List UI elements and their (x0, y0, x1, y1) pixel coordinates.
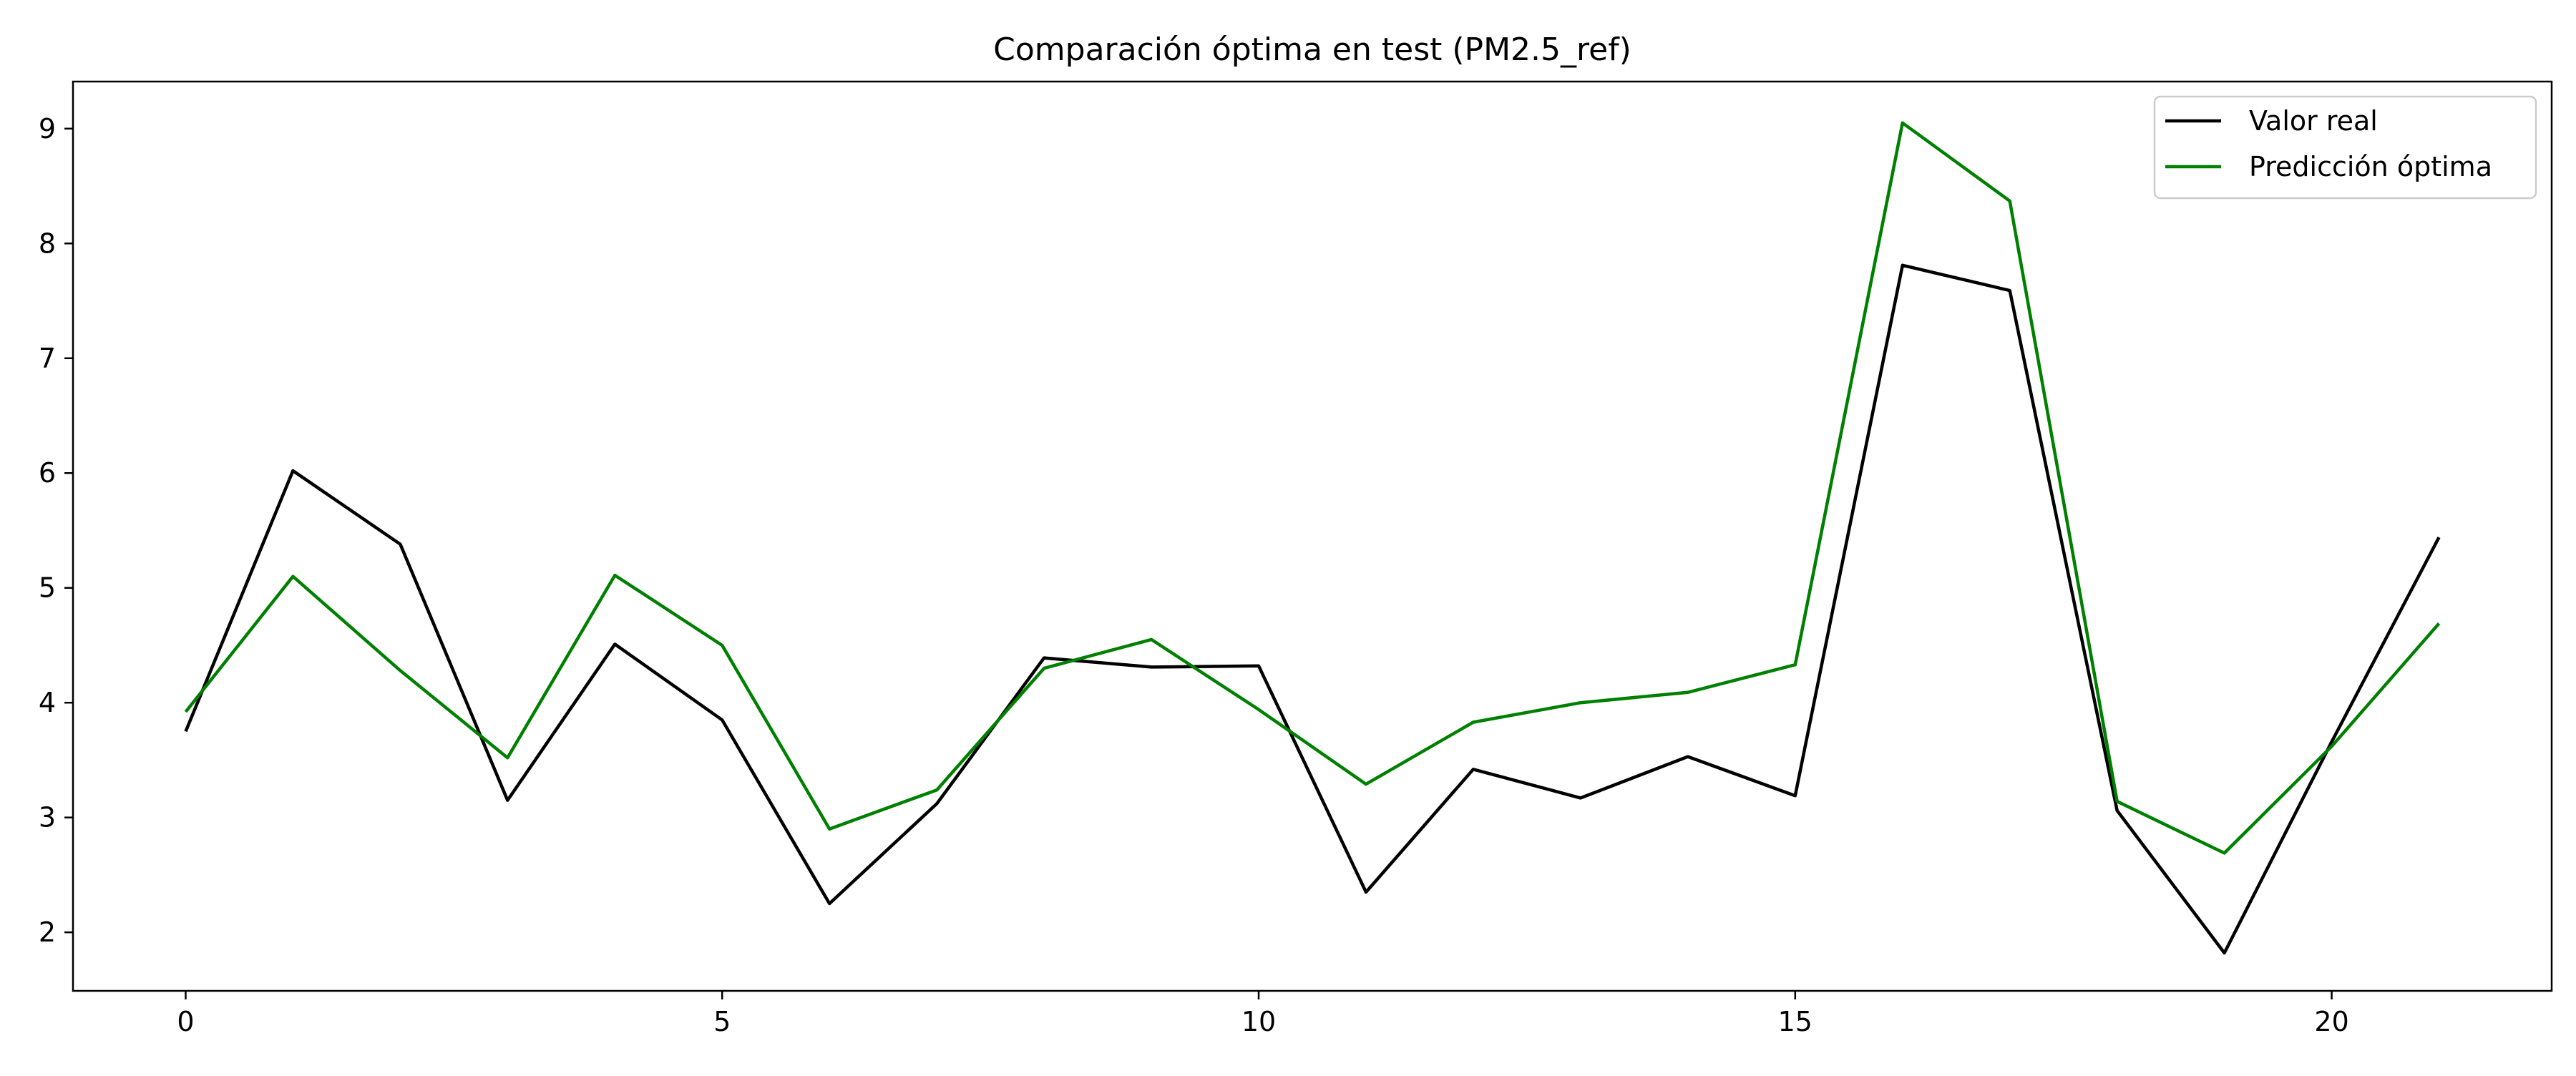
y-tick-label: 5 (39, 572, 56, 604)
y-axis: 2 3 4 5 6 7 8 9 (39, 113, 73, 948)
x-tick-label: 20 (2314, 1006, 2348, 1037)
plot-frame (72, 80, 2553, 992)
y-tick-label: 3 (39, 802, 56, 833)
plot-lines (184, 121, 2441, 955)
x-tick-label: 5 (713, 1006, 731, 1037)
x-axis: 0 5 10 15 20 (177, 991, 2349, 1037)
chart-title: Comparación óptima en test (PM2.5_ref) (993, 31, 1631, 68)
x-tick-label: 15 (1778, 1006, 1813, 1037)
y-tick-label: 9 (39, 113, 56, 145)
y-tick-label: 4 (39, 687, 56, 718)
y-tick-label: 6 (39, 457, 56, 489)
legend-label: Valor real (2249, 105, 2378, 137)
x-tick-label: 10 (1241, 1006, 1276, 1037)
series-line-prediccion-optima (184, 121, 2441, 855)
y-tick-label: 7 (39, 343, 56, 374)
y-tick-label: 8 (39, 228, 56, 259)
y-tick-label: 2 (39, 916, 56, 948)
series-line-valor-real (184, 263, 2441, 955)
legend-label: Predicción óptima (2249, 151, 2492, 182)
legend: Valor real Predicción óptima (2153, 95, 2537, 200)
x-tick-label: 0 (177, 1006, 194, 1037)
legend-box (2153, 95, 2537, 200)
